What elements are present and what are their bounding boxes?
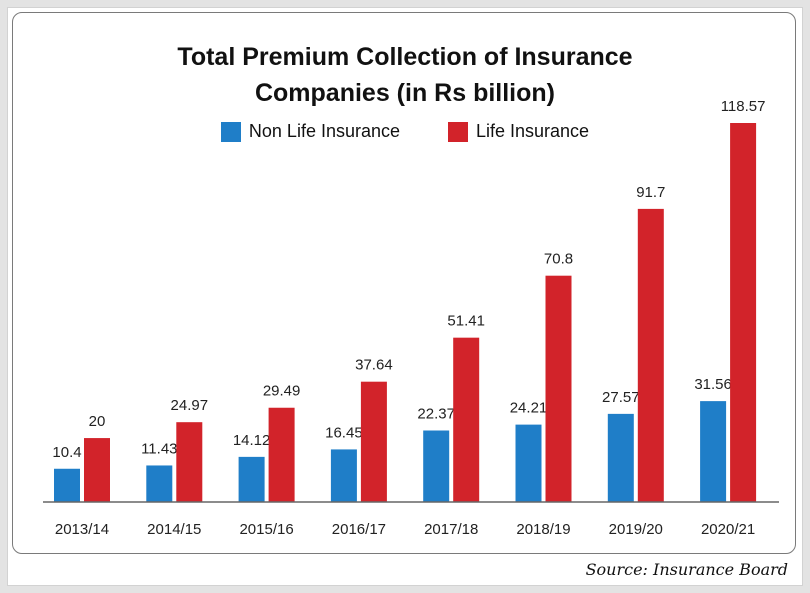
bar-life-2015/16	[268, 407, 295, 502]
chart-title: Total Premium Collection of Insurance Co…	[13, 39, 797, 111]
legend-label-life: Life Insurance	[476, 121, 590, 141]
chart-title-line-1: Total Premium Collection of Insurance	[177, 43, 633, 71]
data-label-non-life-2020/21: 31.56	[694, 376, 732, 393]
bar-life-2014/15	[176, 422, 203, 502]
x-tick-label-2018/19: 2018/19	[516, 521, 570, 538]
bar-life-2013/14	[84, 438, 110, 502]
x-tick-label-2019/20: 2019/20	[609, 521, 663, 538]
legend-item-life: Life Insurance	[448, 121, 589, 142]
data-label-life-2016/17: 37.64	[355, 357, 393, 374]
bar-chart: 10.4 20 2013/14 11.43 24.97 2014/15 14.12 29.49…	[43, 98, 779, 538]
bar-non-life-2013/14	[54, 468, 80, 502]
chart-title-line-2: Companies (in Rs billion)	[254, 79, 555, 107]
bar-non-life-2019/20	[607, 413, 634, 502]
data-label-life-2013/14: 20	[89, 413, 106, 430]
bar-non-life-2014/15	[146, 465, 173, 502]
legend-swatch-life	[448, 121, 468, 142]
data-label-non-life-2017/18: 22.37	[417, 405, 455, 422]
bar-life-2016/17	[360, 381, 387, 502]
data-label-life-2020/21: 118.57	[721, 98, 766, 115]
bar-life-2018/19	[545, 275, 572, 502]
x-tick-label-2016/17: 2016/17	[332, 521, 386, 538]
bar-non-life-2017/18	[423, 430, 450, 502]
x-tick-label-2020/21: 2020/21	[701, 521, 755, 538]
data-label-life-2019/20: 91.7	[636, 184, 665, 201]
bar-non-life-2016/17	[330, 449, 357, 502]
bar-non-life-2018/19	[515, 424, 542, 502]
bar-life-2020/21	[730, 123, 757, 502]
data-label-non-life-2018/19: 24.21	[510, 400, 548, 417]
legend-swatch-non-life	[220, 121, 241, 142]
data-label-non-life-2013/14: 10.4	[52, 444, 81, 461]
bar-life-2017/18	[453, 337, 480, 502]
data-label-non-life-2014/15: 11.43	[141, 440, 177, 457]
data-label-life-2015/16: 29.49	[263, 383, 301, 400]
x-tick-label-2015/16: 2015/16	[239, 521, 293, 538]
image-frame: Total Premium Collection of Insurance Co…	[8, 8, 802, 585]
bar-life-2019/20	[637, 208, 664, 502]
data-label-life-2018/19: 70.8	[544, 251, 573, 268]
legend-label-non-life: Non Life Insurance	[248, 121, 400, 141]
bar-non-life-2015/16	[238, 456, 265, 502]
data-label-life-2017/18: 51.41	[447, 313, 485, 330]
data-label-non-life-2019/20: 27.57	[602, 389, 640, 406]
data-label-non-life-2016/17: 16.45	[325, 424, 363, 441]
data-label-life-2014/15: 24.97	[171, 397, 209, 414]
bar-non-life-2020/21	[700, 401, 727, 502]
legend-item-non-life: Non Life Insurance	[220, 121, 400, 142]
x-tick-label-2017/18: 2017/18	[424, 521, 478, 538]
x-tick-label-2014/15: 2014/15	[147, 521, 201, 538]
x-tick-label-2013/14: 2013/14	[55, 521, 109, 538]
source-note: Source: Insurance Board	[585, 560, 788, 579]
chart-card: Total Premium Collection of Insurance Co…	[12, 12, 796, 554]
chart-legend: Non Life Insurance Life Insurance	[13, 121, 797, 142]
data-label-non-life-2015/16: 14.12	[233, 432, 271, 449]
